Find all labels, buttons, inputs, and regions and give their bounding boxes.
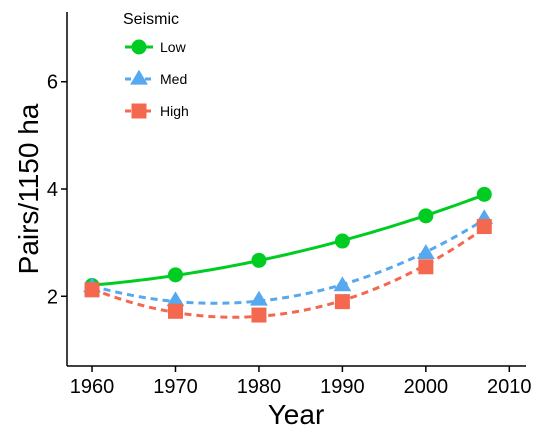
data-point-high [418, 259, 434, 275]
legend-label: Med [160, 71, 187, 87]
legend-label: Low [160, 39, 187, 55]
y-tick-label: 4 [47, 179, 58, 201]
x-axis-ticks: 1960 1970 1980 1990 2000 2010 [70, 366, 532, 398]
x-tick-label: 1990 [320, 376, 365, 398]
y-axis-title: Pairs/1150 ha [13, 103, 44, 274]
data-point-high [167, 303, 183, 319]
data-point-low [476, 186, 492, 202]
data-point-high [251, 307, 267, 323]
data-point-high [84, 282, 100, 298]
data-point-low [167, 267, 183, 283]
data-point-low [251, 252, 267, 268]
x-tick-label: 1960 [70, 376, 115, 398]
series-line-med [91, 218, 486, 305]
x-tick-label: 2010 [487, 376, 532, 398]
data-point-low [334, 233, 350, 249]
y-axis-ticks: 2 4 6 [47, 72, 67, 308]
data-point-med [166, 291, 185, 307]
data-point-high [476, 219, 492, 235]
legend-item-high: High [125, 103, 189, 119]
legend-item-med: Med [125, 69, 187, 87]
data-markers [83, 186, 494, 323]
data-point-high [334, 294, 350, 310]
legend-key-marker [131, 103, 147, 119]
legend-label: High [160, 103, 189, 119]
legend-title: Seismic [123, 11, 179, 28]
y-tick-label: 2 [47, 286, 58, 308]
legend-key-marker [131, 39, 147, 55]
data-point-med [333, 276, 352, 292]
x-tick-label: 2000 [404, 376, 449, 398]
data-point-med [250, 290, 268, 306]
data-point-low [418, 208, 434, 224]
legend-key-marker [130, 69, 148, 85]
x-tick-label: 1980 [237, 376, 282, 398]
x-tick-label: 1970 [153, 376, 198, 398]
x-axis-title: Year [268, 399, 325, 430]
y-tick-label: 6 [47, 72, 58, 94]
data-point-med [416, 244, 435, 260]
legend-item-low: Low [125, 39, 187, 55]
legend: Seismic Low Med High [123, 11, 189, 119]
